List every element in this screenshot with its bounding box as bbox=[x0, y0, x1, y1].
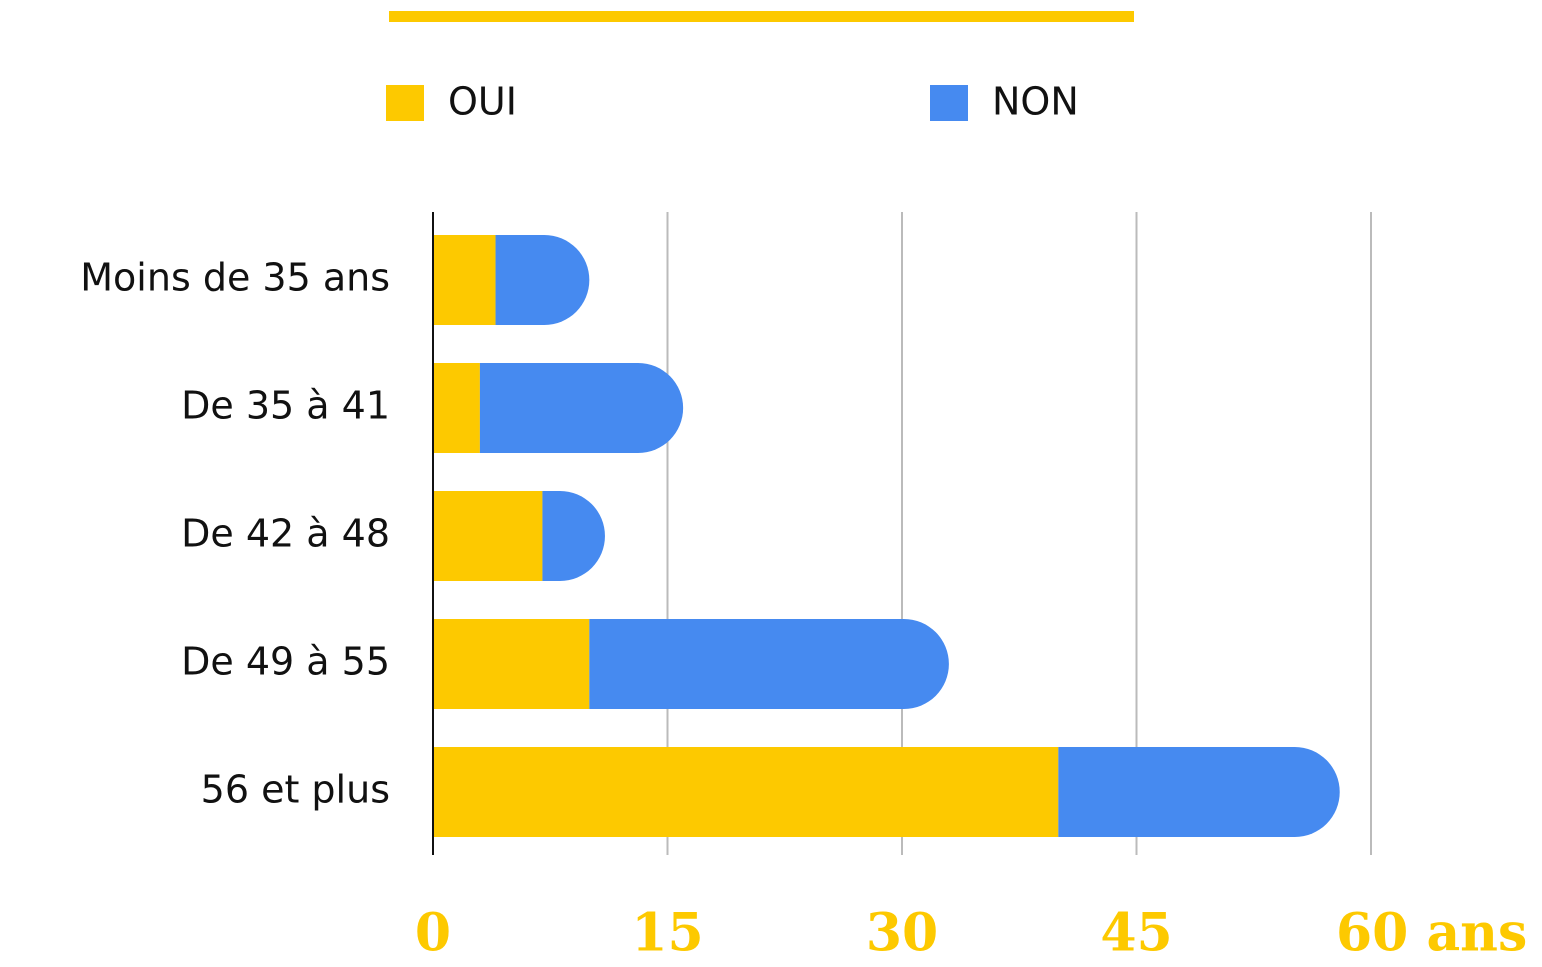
bar-segment bbox=[479, 363, 684, 453]
x-tick-label: 0 bbox=[415, 903, 451, 964]
bar-segment bbox=[433, 491, 543, 581]
x-tick-label: 60 ans bbox=[1336, 903, 1527, 964]
bar-segment bbox=[1058, 747, 1340, 837]
legend-swatch bbox=[386, 85, 424, 121]
bar-segment bbox=[433, 619, 590, 709]
x-tick-label: 45 bbox=[1100, 903, 1172, 964]
x-tick-label: 15 bbox=[631, 903, 703, 964]
bar-segment bbox=[433, 363, 480, 453]
legend-label: NON bbox=[992, 80, 1079, 124]
bar-segment bbox=[433, 235, 496, 325]
bar-segment bbox=[433, 747, 1059, 837]
title-underline bbox=[389, 11, 1134, 22]
bar-segment bbox=[495, 235, 590, 325]
legend-label: OUI bbox=[448, 80, 517, 124]
y-tick-label: 56 et plus bbox=[201, 768, 390, 812]
bar-segment bbox=[542, 491, 605, 581]
x-tick-label: 30 bbox=[866, 903, 938, 964]
legend-swatch bbox=[930, 85, 968, 121]
y-tick-label: De 42 à 48 bbox=[181, 512, 390, 556]
bar-segment bbox=[589, 619, 949, 709]
y-tick-label: De 35 à 41 bbox=[181, 384, 390, 428]
y-tick-label: De 49 à 55 bbox=[181, 640, 390, 684]
y-tick-label: Moins de 35 ans bbox=[80, 256, 390, 300]
